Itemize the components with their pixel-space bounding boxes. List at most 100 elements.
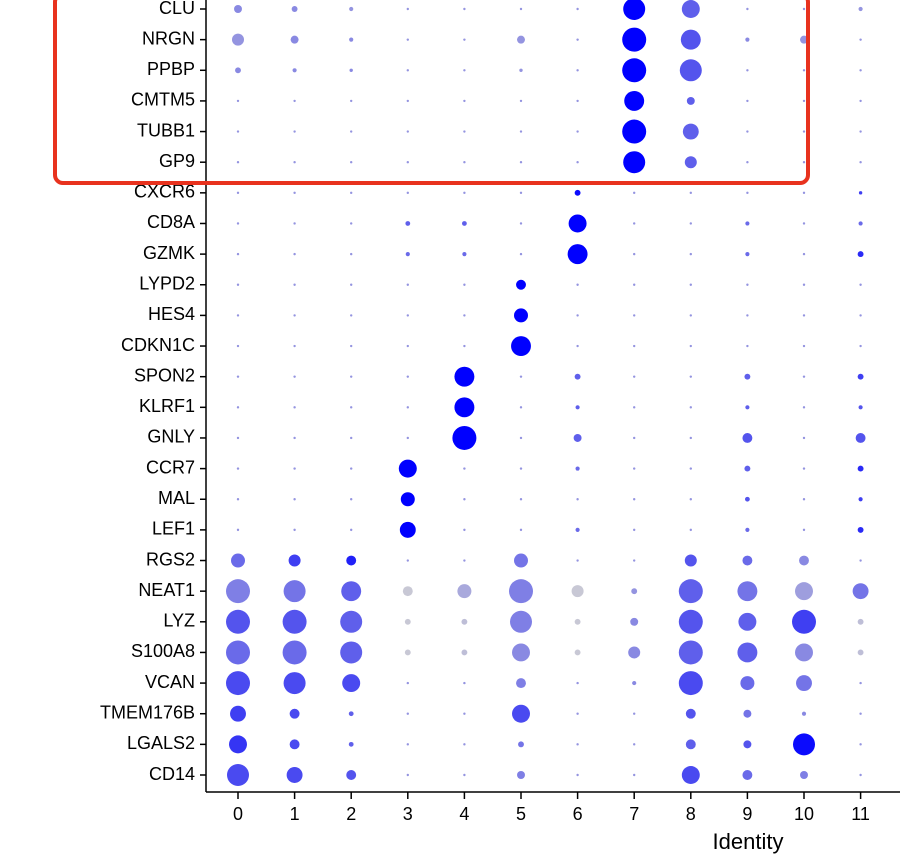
dot: [796, 675, 812, 692]
dot: [746, 161, 749, 164]
x-tick-label: 1: [290, 804, 300, 824]
dot: [859, 681, 862, 685]
dot: [802, 528, 806, 532]
dot: [576, 99, 579, 103]
dot: [406, 681, 409, 685]
y-tick-label: CD14: [149, 764, 195, 784]
dot: [350, 222, 353, 225]
dot: [399, 521, 416, 538]
y-tick-label: S100A8: [131, 641, 195, 661]
x-tick-label: 8: [686, 804, 696, 824]
dot: [795, 582, 813, 601]
dot: [686, 96, 695, 105]
dot: [689, 283, 692, 286]
dot: [406, 99, 409, 103]
dot: [398, 459, 417, 478]
x-tick-label: 5: [516, 804, 526, 824]
dot: [463, 498, 466, 501]
x-tick-label: 2: [346, 804, 356, 824]
dot: [283, 672, 306, 695]
dot: [405, 252, 410, 257]
dot: [800, 35, 808, 44]
dot: [512, 704, 530, 723]
dot: [576, 283, 579, 286]
y-tick-label: HES4: [148, 304, 195, 324]
dot: [350, 498, 353, 501]
dot: [793, 733, 815, 756]
dot: [689, 406, 692, 409]
dot: [236, 406, 240, 409]
dot: [406, 773, 409, 777]
dot: [236, 252, 240, 256]
y-tick-label: CDKN1C: [121, 335, 195, 355]
dot: [576, 559, 579, 562]
dot: [802, 7, 806, 11]
dot: [349, 6, 354, 12]
dot: [232, 33, 244, 46]
dot: [622, 27, 647, 52]
dot: [404, 618, 411, 625]
dot: [685, 739, 696, 750]
dot: [857, 465, 864, 472]
dot: [293, 406, 296, 409]
dot: [623, 151, 646, 174]
dot: [576, 681, 579, 685]
dot: [575, 466, 580, 471]
dot: [859, 773, 862, 777]
dot: [689, 222, 692, 225]
dot: [745, 221, 750, 226]
dot: [740, 676, 755, 691]
dot: [236, 375, 240, 378]
dot: [684, 156, 697, 169]
y-tick-label: TUBB1: [137, 120, 195, 140]
dot: [293, 191, 296, 195]
dot: [633, 559, 636, 562]
dot: [226, 609, 250, 634]
dot: [519, 130, 523, 133]
dot: [678, 609, 703, 634]
dot: [802, 498, 806, 501]
dot: [576, 38, 579, 41]
dot: [402, 586, 413, 597]
dot: [406, 130, 409, 133]
dot: [633, 743, 636, 746]
dot: [576, 7, 579, 11]
dot: [236, 528, 240, 532]
dot: [231, 553, 245, 568]
dot: [633, 191, 636, 195]
dot: [519, 375, 523, 378]
dot: [463, 681, 466, 685]
dot: [463, 161, 466, 164]
dot: [859, 314, 862, 317]
x-tick-label: 10: [794, 804, 814, 824]
dot: [461, 649, 468, 656]
x-tick-label: 7: [629, 804, 639, 824]
dot: [293, 436, 296, 440]
dot: [293, 283, 296, 286]
dot: [349, 37, 354, 42]
dot: [859, 559, 862, 562]
dot: [802, 283, 806, 286]
dot: [454, 397, 475, 418]
dot: [282, 640, 307, 665]
dot: [859, 130, 862, 133]
y-tick-label: LGALS2: [127, 733, 195, 753]
dot: [463, 69, 466, 72]
dot: [567, 244, 588, 265]
dot: [236, 99, 240, 103]
dot: [859, 69, 862, 72]
dot: [519, 222, 523, 225]
dot: [742, 770, 753, 780]
dot: [575, 527, 580, 532]
dot: [859, 283, 862, 286]
dot: [236, 436, 240, 440]
x-tick-label: 3: [403, 804, 413, 824]
dot: [293, 344, 296, 348]
dot: [746, 69, 749, 72]
dot: [236, 283, 240, 286]
dot: [745, 37, 750, 42]
dot: [678, 579, 703, 604]
dot: [679, 59, 702, 82]
dot: [801, 711, 807, 716]
dot: [633, 467, 636, 470]
